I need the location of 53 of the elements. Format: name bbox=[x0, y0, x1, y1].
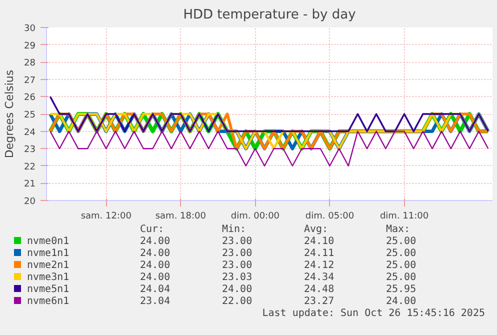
y-tick-label: 29 bbox=[24, 41, 36, 52]
text: 24.00 bbox=[139, 236, 172, 248]
y-tick-label: 24 bbox=[24, 128, 36, 138]
text: 25.00 bbox=[385, 248, 418, 260]
text: 23.00 bbox=[221, 260, 254, 272]
y-tick-label: 27 bbox=[24, 76, 36, 86]
text: 25.00 bbox=[385, 236, 418, 248]
text: 23.03 bbox=[221, 272, 254, 284]
text: 23.00 bbox=[221, 248, 254, 260]
text: 24.34 bbox=[303, 272, 336, 284]
y-tick-label: 23 bbox=[24, 145, 36, 156]
text: 24.04 bbox=[139, 284, 172, 296]
x-tick-label: sam. 18:00 bbox=[155, 212, 206, 222]
text: Min: bbox=[221, 224, 248, 236]
text: 23.00 bbox=[221, 236, 254, 248]
text: Max: bbox=[385, 224, 412, 236]
chart-title: HDD temperature - by day bbox=[183, 8, 356, 22]
legend-label: nvme3n1 bbox=[26, 272, 70, 284]
y-tick-label: 22 bbox=[24, 162, 36, 172]
legend-label: nvme6n1 bbox=[26, 296, 70, 308]
text: 24.11 bbox=[303, 248, 336, 260]
text: 23.04 bbox=[139, 296, 172, 308]
text: Last update: Sun Oct 26 15:45:16 2025 bbox=[261, 308, 485, 320]
y-tick-label: 25 bbox=[24, 110, 36, 120]
text: 24.00 bbox=[139, 272, 172, 284]
y-tick-label: 28 bbox=[24, 58, 36, 69]
text: 24.00 bbox=[385, 296, 418, 308]
text: 24.10 bbox=[303, 236, 336, 248]
text: 24.00 bbox=[139, 260, 172, 272]
text: 25.00 bbox=[385, 272, 418, 284]
text: 25.00 bbox=[385, 260, 418, 272]
y-tick-label: 20 bbox=[24, 197, 36, 207]
text: 23.27 bbox=[303, 296, 336, 308]
x-tick-label: sam. 12:00 bbox=[80, 212, 132, 222]
legend-label: nvme2n1 bbox=[26, 260, 70, 272]
text: 25.95 bbox=[385, 284, 418, 296]
text: 24.00 bbox=[139, 248, 172, 260]
y-axis-title: Degrees Celsius bbox=[3, 70, 16, 158]
text: 24.12 bbox=[303, 260, 336, 272]
y-tick-label: 30 bbox=[24, 24, 36, 34]
x-tick-label: dim. 11:00 bbox=[380, 212, 429, 222]
legend-label: nvme5n1 bbox=[26, 284, 70, 296]
y-tick-label: 26 bbox=[24, 93, 36, 104]
text: 24.00 bbox=[221, 284, 254, 296]
text: 24.48 bbox=[303, 284, 336, 296]
legend-label: nvme0n1 bbox=[26, 236, 70, 248]
x-tick-label: dim. 05:00 bbox=[305, 212, 354, 222]
y-tick-label: 21 bbox=[24, 180, 36, 190]
text: 22.00 bbox=[221, 296, 254, 308]
text: Cur: bbox=[139, 224, 166, 236]
x-tick-label: dim. 00:00 bbox=[230, 212, 280, 222]
text: Avg: bbox=[303, 224, 330, 236]
legend-label: nvme1n1 bbox=[26, 248, 70, 260]
